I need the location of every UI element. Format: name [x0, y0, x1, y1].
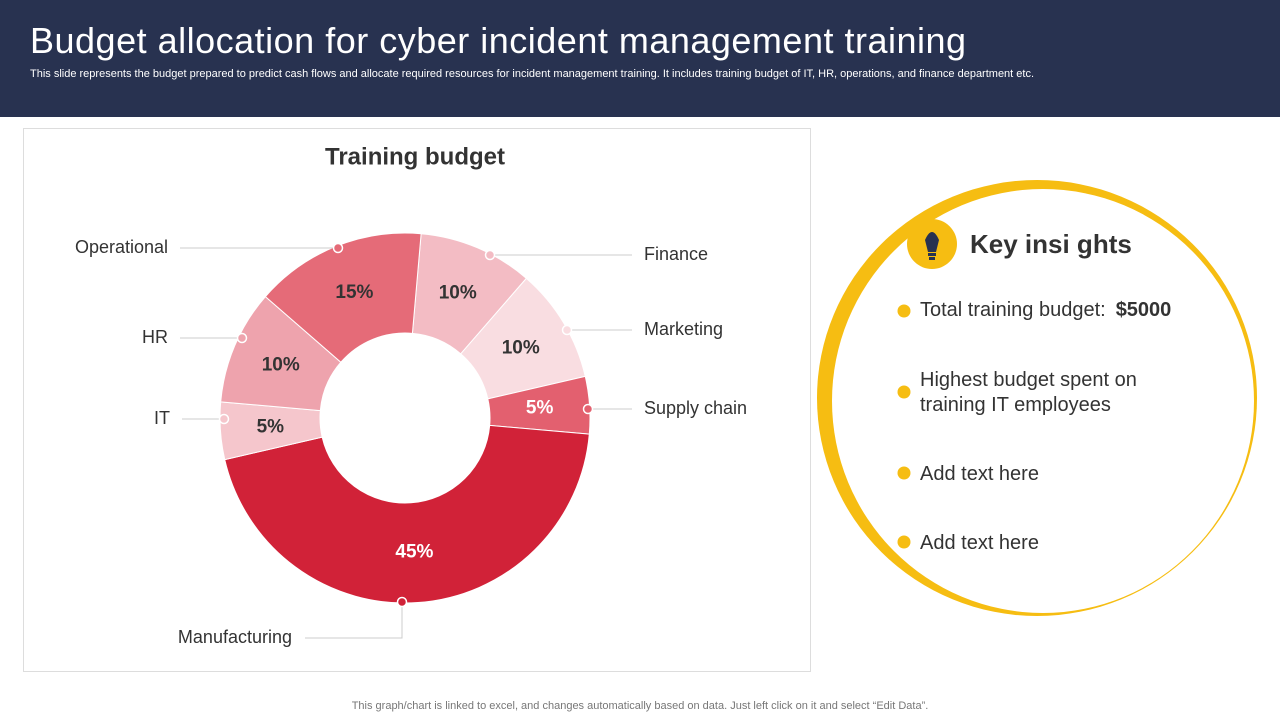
leader-dot: [218, 413, 230, 425]
value-label: 10%: [502, 337, 540, 358]
subtitle: This slide represents the budget prepare…: [30, 68, 1035, 80]
title: Budget allocation for cyber incident man…: [30, 20, 967, 61]
insight-text: Add text here: [920, 462, 1039, 485]
donut-segment: [224, 424, 590, 604]
donut: 10% Finance 10% Marketing 5% Supply chain 45% M…: [75, 232, 747, 647]
value-label: 10%: [439, 283, 477, 304]
bullet: [897, 466, 911, 480]
insight-value: $5000: [1116, 299, 1172, 321]
value-label: 5%: [526, 398, 554, 419]
value-label: 10%: [262, 354, 300, 375]
insight-box: Add text here: [920, 462, 1039, 485]
value-label: 45%: [395, 542, 433, 563]
chart-title: Training budget: [325, 143, 505, 170]
insight-ring-inner: [832, 189, 1254, 613]
insights-title: Key insi ghts: [970, 229, 1132, 259]
insight-text: Add text here: [920, 531, 1039, 554]
leader-dot: [582, 403, 594, 415]
insight-label: Total training budget:: [920, 299, 1106, 321]
category-label: Supply chain: [644, 398, 747, 418]
header: Budget allocation for cyber incident man…: [0, 0, 1280, 117]
insight-text: Total training budget: $5000: [920, 299, 1171, 321]
category-label: Operational: [75, 237, 168, 257]
leader-dot: [236, 332, 248, 344]
bullet: [897, 535, 911, 549]
insight-text: Highest budget spent on training IT empl…: [920, 369, 1137, 416]
category-label: IT: [154, 408, 170, 428]
leader-dot: [332, 242, 344, 254]
insight-box: Add text here: [920, 531, 1039, 554]
leader-dot: [484, 249, 496, 261]
insights-list: Total training budget: $5000 Highest budge…: [897, 299, 1171, 554]
footer: This graph/chart is linked to excel, and…: [351, 700, 929, 712]
value-label: 5%: [257, 416, 285, 437]
bullet: [897, 385, 911, 399]
insight-box: Highest budget spent on training IT empl…: [920, 369, 1137, 416]
bulb-icon: [925, 232, 939, 260]
category-label: Marketing: [644, 319, 723, 339]
value-label: 15%: [335, 282, 373, 303]
category-label: Manufacturing: [178, 627, 292, 647]
donut-segment: [264, 232, 422, 363]
category-label: Finance: [644, 244, 708, 264]
category-label: HR: [142, 327, 168, 347]
bullet: [897, 304, 911, 318]
leader-dot: [396, 596, 408, 608]
leader-line: [305, 602, 403, 639]
leader-dot: [561, 324, 573, 336]
